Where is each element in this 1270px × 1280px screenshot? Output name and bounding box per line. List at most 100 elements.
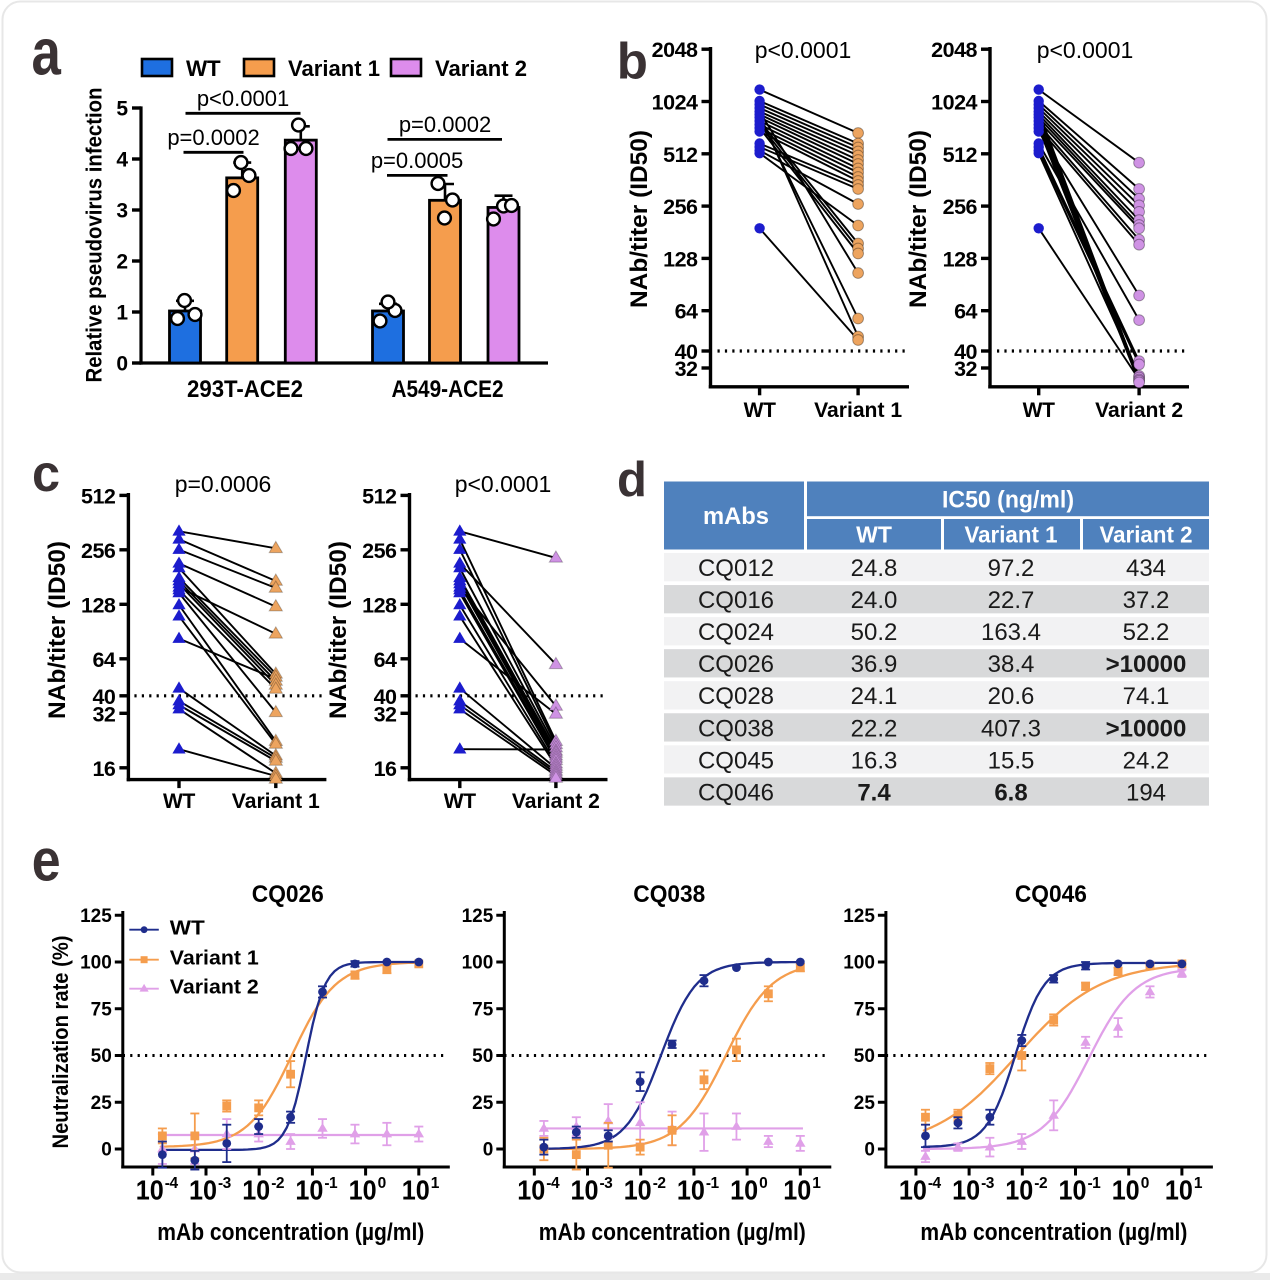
svg-text:40: 40: [92, 685, 115, 709]
svg-text:10: 10: [1059, 1175, 1087, 1206]
svg-text:24.0: 24.0: [851, 587, 898, 614]
svg-text:256: 256: [362, 539, 397, 563]
svg-text:22.2: 22.2: [851, 715, 898, 742]
svg-text:125: 125: [80, 906, 112, 927]
svg-text:d: d: [617, 453, 647, 507]
svg-text:100: 100: [462, 953, 494, 974]
svg-text:p<0.0001: p<0.0001: [455, 471, 552, 497]
svg-text:0: 0: [116, 353, 128, 376]
svg-text:b: b: [617, 32, 648, 89]
svg-text:p=0.0002: p=0.0002: [399, 112, 491, 137]
svg-text:64: 64: [374, 648, 397, 672]
svg-text:15.5: 15.5: [988, 747, 1035, 774]
svg-text:10: 10: [571, 1175, 599, 1206]
svg-text:40: 40: [954, 340, 977, 364]
svg-text:256: 256: [663, 195, 698, 219]
svg-text:10: 10: [624, 1175, 652, 1206]
svg-text:WT: WT: [170, 918, 205, 940]
svg-text:CQ024: CQ024: [698, 619, 774, 646]
svg-text:CQ026: CQ026: [698, 651, 774, 678]
svg-text:1: 1: [812, 1175, 821, 1192]
svg-text:CQ028: CQ028: [698, 683, 774, 710]
svg-text:-4: -4: [546, 1175, 560, 1192]
svg-text:10: 10: [402, 1175, 430, 1206]
svg-text:5: 5: [116, 98, 128, 121]
svg-text:WT: WT: [744, 399, 777, 422]
svg-text:512: 512: [663, 143, 698, 167]
svg-text:1024: 1024: [652, 91, 698, 115]
svg-text:mAbs: mAbs: [703, 503, 769, 530]
svg-text:194: 194: [1126, 779, 1166, 806]
svg-text:10: 10: [1112, 1175, 1140, 1206]
svg-text:407.3: 407.3: [981, 715, 1041, 742]
svg-text:WT: WT: [1023, 399, 1056, 422]
svg-text:-1: -1: [324, 1175, 338, 1192]
svg-text:-2: -2: [653, 1175, 666, 1192]
svg-text:2048: 2048: [652, 38, 698, 62]
svg-text:10: 10: [242, 1175, 270, 1206]
svg-text:16: 16: [92, 757, 115, 781]
svg-text:32: 32: [954, 357, 977, 381]
svg-text:c: c: [32, 444, 60, 502]
svg-text:10: 10: [730, 1175, 758, 1206]
svg-text:2: 2: [116, 251, 128, 274]
svg-text:0: 0: [378, 1175, 386, 1192]
svg-text:Variant 1: Variant 1: [232, 790, 320, 813]
svg-text:16.3: 16.3: [851, 747, 898, 774]
svg-text:125: 125: [462, 906, 494, 927]
svg-text:NAb/titer (ID50): NAb/titer (ID50): [325, 541, 352, 719]
svg-text:-1: -1: [706, 1175, 720, 1192]
svg-text:-4: -4: [928, 1175, 942, 1192]
svg-text:128: 128: [362, 593, 397, 617]
svg-text:Variant 1: Variant 1: [814, 399, 902, 422]
svg-text:Variant 1: Variant 1: [170, 948, 259, 970]
svg-text:-3: -3: [218, 1175, 232, 1192]
svg-text:75: 75: [91, 999, 113, 1020]
svg-text:256: 256: [81, 539, 116, 563]
svg-text:4: 4: [116, 149, 128, 172]
svg-text:p<0.0001: p<0.0001: [1037, 37, 1134, 63]
svg-text:p<0.0001: p<0.0001: [197, 86, 289, 111]
svg-text:434: 434: [1126, 555, 1166, 582]
svg-text:64: 64: [675, 300, 698, 324]
svg-text:10: 10: [677, 1175, 705, 1206]
svg-text:22.7: 22.7: [988, 587, 1035, 614]
svg-text:p<0.0001: p<0.0001: [755, 37, 852, 63]
svg-text:NAb/titer (ID50): NAb/titer (ID50): [44, 541, 71, 719]
svg-text:mAb concentration (µg/ml): mAb concentration (µg/ml): [157, 1219, 424, 1246]
svg-text:163.4: 163.4: [981, 619, 1041, 646]
svg-text:24.8: 24.8: [851, 555, 898, 582]
svg-text:512: 512: [81, 484, 116, 508]
svg-text:p=0.0006: p=0.0006: [175, 471, 272, 497]
svg-text:512: 512: [943, 143, 978, 167]
svg-text:Neutralization rate (%): Neutralization rate (%): [48, 936, 73, 1149]
svg-text:NAb/titer (ID50): NAb/titer (ID50): [905, 130, 932, 308]
svg-text:Relative pseudovirus infection: Relative pseudovirus infection: [82, 88, 107, 383]
svg-text:75: 75: [854, 999, 876, 1020]
svg-text:24.2: 24.2: [1123, 747, 1170, 774]
svg-text:mAb concentration (µg/ml): mAb concentration (µg/ml): [539, 1219, 806, 1246]
svg-text:10: 10: [349, 1175, 377, 1206]
svg-text:0: 0: [483, 1140, 494, 1161]
svg-text:1: 1: [116, 302, 128, 325]
svg-text:10: 10: [136, 1175, 164, 1206]
svg-text:10: 10: [189, 1175, 217, 1206]
svg-text:10: 10: [899, 1175, 927, 1206]
svg-text:0: 0: [1141, 1175, 1149, 1192]
svg-text:50: 50: [854, 1046, 875, 1067]
svg-text:CQ012: CQ012: [698, 555, 774, 582]
svg-text:Variant 2: Variant 2: [170, 977, 259, 999]
svg-text:40: 40: [675, 340, 698, 364]
svg-text:3: 3: [116, 200, 128, 223]
svg-text:25: 25: [854, 1093, 876, 1114]
svg-text:128: 128: [81, 593, 116, 617]
svg-text:128: 128: [943, 247, 978, 271]
svg-text:10: 10: [1165, 1175, 1193, 1206]
svg-text:IC50 (ng/ml): IC50 (ng/ml): [942, 487, 1074, 514]
svg-text:100: 100: [80, 953, 112, 974]
svg-text:6.8: 6.8: [994, 779, 1027, 806]
svg-text:38.4: 38.4: [988, 651, 1035, 678]
svg-text:10: 10: [952, 1175, 980, 1206]
svg-text:64: 64: [954, 300, 977, 324]
svg-text:100: 100: [843, 953, 875, 974]
